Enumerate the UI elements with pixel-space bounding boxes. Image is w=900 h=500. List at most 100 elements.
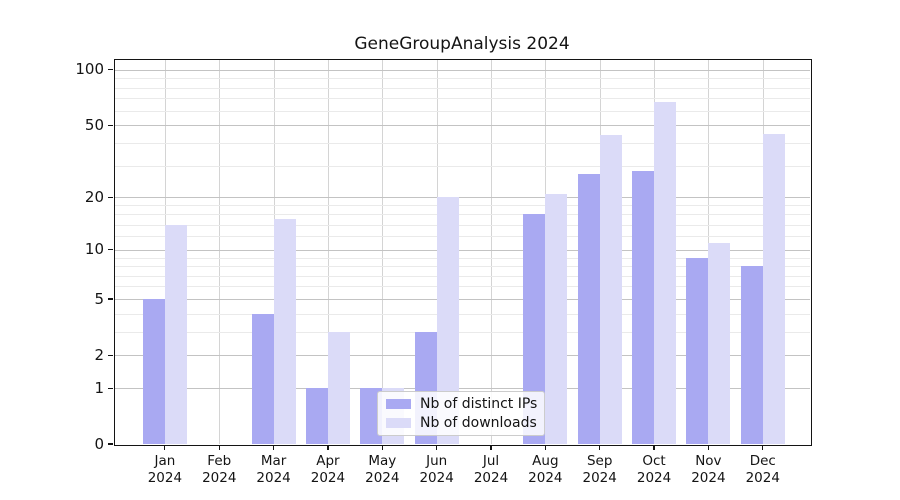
xtick-label-line: Aug xyxy=(532,453,559,469)
xtick-label-line: Feb xyxy=(207,453,232,469)
ytick-label-50: 50 xyxy=(84,115,104,134)
xtick-mark-jun xyxy=(436,445,438,450)
xtick-label-line: 2024 xyxy=(365,470,400,486)
xtick-label-apr: Apr 2024 xyxy=(298,453,358,487)
xtick-mark-oct xyxy=(653,445,655,450)
xtick-label-feb: Feb 2024 xyxy=(189,453,249,487)
xtick-label-nov: Nov 2024 xyxy=(678,453,738,487)
ytick-mark-2 xyxy=(108,354,113,356)
gridline-y-2 xyxy=(114,355,810,357)
gridline-y-1 xyxy=(114,388,810,390)
xtick-mark-sep xyxy=(599,445,601,450)
gridline-y-10 xyxy=(114,249,810,251)
xtick-label-jun: Jun 2024 xyxy=(407,453,467,487)
bar-downloads-sep xyxy=(599,135,622,444)
gridline-x-feb xyxy=(219,59,221,444)
bar-ips-may xyxy=(360,388,383,444)
ytick-mark-0 xyxy=(108,443,113,445)
legend-box: Nb of distinct IPs Nb of downloads xyxy=(377,391,545,436)
ytick-label-5: 5 xyxy=(94,289,104,308)
gridline-y-50 xyxy=(114,125,810,127)
bar-downloads-mar xyxy=(273,219,296,444)
gridline-y-minor-3 xyxy=(114,331,810,333)
xtick-mark-nov xyxy=(707,445,709,450)
legend-entry-downloads: Nb of downloads xyxy=(378,415,544,431)
bar-downloads-oct xyxy=(654,101,677,444)
ytick-mark-10 xyxy=(108,249,113,251)
bar-ips-mar xyxy=(251,313,274,444)
xtick-label-line: 2024 xyxy=(310,470,346,486)
xtick-label-mar: Mar 2024 xyxy=(244,453,304,487)
xtick-label-line: 2024 xyxy=(691,470,726,486)
ytick-mark-100 xyxy=(108,69,113,71)
bar-downloads-apr xyxy=(327,331,350,444)
xtick-label-line: Sep xyxy=(586,453,613,469)
gridline-y-minor-40 xyxy=(114,142,810,144)
gridline-y-20 xyxy=(114,197,810,199)
xtick-label-line: Jan xyxy=(154,453,176,469)
xtick-label-line: 2024 xyxy=(473,470,509,486)
xtick-label-aug: Aug 2024 xyxy=(515,453,575,487)
xtick-label-jul: Jul 2024 xyxy=(461,453,521,487)
xtick-label-may: May 2024 xyxy=(352,453,412,487)
xtick-mark-aug xyxy=(544,445,546,450)
gridline-x-may xyxy=(382,59,384,444)
legend-swatch-distinct-ips xyxy=(386,399,411,409)
xtick-label-jan: Jan 2024 xyxy=(135,453,195,487)
xtick-label-line: Jul xyxy=(482,453,500,469)
xtick-mark-jul xyxy=(490,445,492,450)
xtick-mark-apr xyxy=(327,445,329,450)
bar-ips-dec xyxy=(740,266,763,444)
xtick-mark-mar xyxy=(273,445,275,450)
bar-ips-jan xyxy=(142,299,165,444)
ytick-label-2: 2 xyxy=(94,345,104,364)
legend-label-downloads: Nb of downloads xyxy=(420,415,537,431)
bar-downloads-aug xyxy=(545,193,568,444)
ytick-label-1: 1 xyxy=(94,378,104,397)
gridline-x-apr xyxy=(327,59,329,444)
xtick-label-line: 2024 xyxy=(202,470,237,486)
gridline-y-minor-60 xyxy=(114,110,810,112)
gridline-x-jul xyxy=(491,59,492,444)
legend-swatch-downloads xyxy=(386,418,411,428)
ytick-label-100: 100 xyxy=(75,60,104,79)
chart-title: GeneGroupAnalysis 2024 xyxy=(354,34,570,54)
bar-ips-aug xyxy=(523,214,546,444)
xtick-label-line: 2024 xyxy=(745,470,780,486)
gridline-y-5 xyxy=(114,299,810,300)
xtick-label-line: Nov xyxy=(695,453,722,469)
bar-downloads-nov xyxy=(708,242,731,444)
bar-ips-oct xyxy=(632,171,655,444)
xtick-label-line: 2024 xyxy=(256,470,291,486)
gridline-y-minor-6 xyxy=(114,286,810,288)
xtick-label-line: May xyxy=(368,453,397,469)
gridline-y-minor-14 xyxy=(114,224,810,226)
ytick-mark-50 xyxy=(108,124,113,126)
bar-ips-nov xyxy=(686,257,709,444)
ytick-mark-5 xyxy=(108,298,113,300)
xtick-label-line: 2024 xyxy=(147,470,183,486)
xtick-label-line: 2024 xyxy=(582,470,617,486)
bar-ips-apr xyxy=(305,388,328,444)
ytick-label-0: 0 xyxy=(94,434,104,453)
ytick-mark-1 xyxy=(108,387,113,389)
gridline-y-minor-80 xyxy=(114,87,810,89)
gridline-y-minor-70 xyxy=(114,98,810,100)
gridline-y-minor-4 xyxy=(114,313,810,315)
xtick-mark-may xyxy=(381,445,383,450)
ytick-mark-20 xyxy=(108,196,113,198)
bar-downloads-jun xyxy=(436,197,459,444)
gridline-y-minor-90 xyxy=(114,78,810,80)
gridline-y-minor-8 xyxy=(114,266,810,268)
gridline-y-minor-12 xyxy=(114,236,810,238)
xtick-label-dec: Dec 2024 xyxy=(733,453,793,487)
xtick-label-line: Mar xyxy=(260,453,287,469)
xtick-label-line: 2024 xyxy=(636,470,672,486)
gridline-y-minor-30 xyxy=(114,165,810,167)
bar-downloads-dec xyxy=(762,133,785,444)
ytick-label-10: 10 xyxy=(84,240,104,259)
ytick-label-20: 20 xyxy=(84,187,104,206)
gridline-y-100 xyxy=(114,69,810,71)
legend-label-distinct-ips: Nb of distinct IPs xyxy=(420,396,538,412)
